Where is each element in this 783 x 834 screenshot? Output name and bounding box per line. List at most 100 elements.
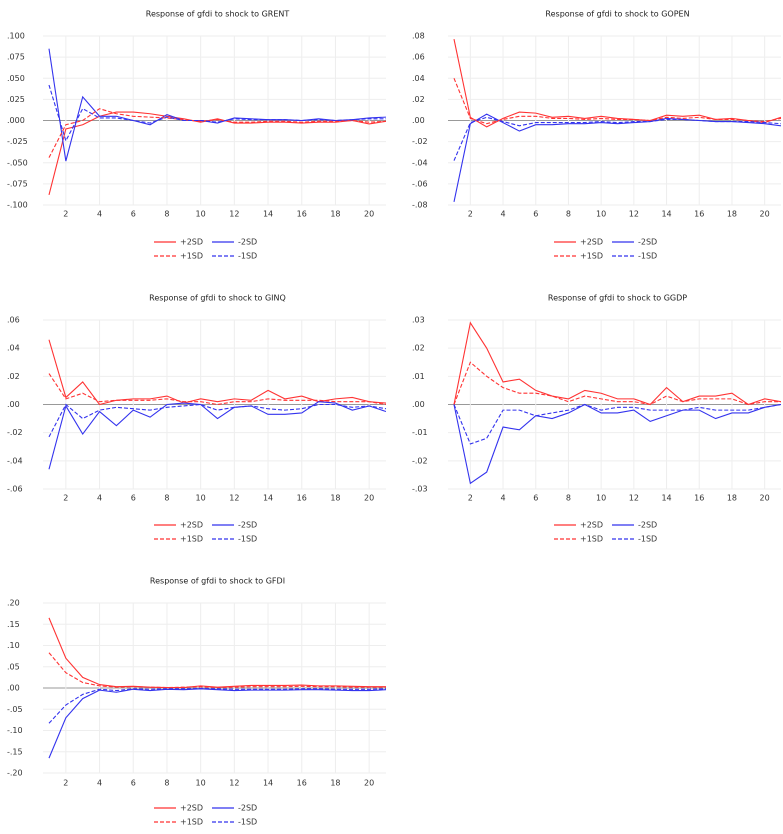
y-tick-label: .08 <box>412 32 425 41</box>
lines <box>48 48 386 195</box>
series-line <box>48 688 386 759</box>
x-tick-label: 14 <box>661 210 671 219</box>
lines <box>48 339 386 470</box>
x-tick-label: 14 <box>263 779 273 788</box>
legend-label: -2SD <box>638 238 657 247</box>
y-tick-label: -.04 <box>7 456 23 465</box>
y-tick-label: -.20 <box>7 769 23 778</box>
chart-panel: Response of gfdi to shock to GFDI .20 .15.… <box>7 577 386 827</box>
y-tick-label: -.025 <box>7 137 28 146</box>
series-line <box>48 111 386 195</box>
y-tick-label: .00 <box>412 116 425 125</box>
y-tick-label: .15 <box>7 620 20 629</box>
x-tick-label: 16 <box>297 494 307 503</box>
series-line <box>453 116 781 161</box>
x-tick-label: 12 <box>629 494 639 503</box>
y-tick-label: .06 <box>412 53 425 62</box>
x-tick-label: 18 <box>330 494 340 503</box>
x-tick-label: 12 <box>229 210 239 219</box>
legend-label: +1SD <box>580 535 603 544</box>
x-tick-label: 12 <box>229 779 239 788</box>
x-tick-label: 2 <box>468 494 473 503</box>
y-tick-label: .04 <box>7 344 20 353</box>
x-tick-label: 8 <box>164 494 169 503</box>
x-tick-label: 18 <box>330 779 340 788</box>
x-tick-label: 10 <box>196 210 206 219</box>
legend-label: -1SD <box>638 535 657 544</box>
series-line <box>453 321 781 406</box>
lines <box>453 39 781 202</box>
y-tick-label: -.02 <box>7 428 23 437</box>
x-tick-label: 12 <box>229 494 239 503</box>
x-tick-label: 20 <box>364 779 374 788</box>
x-tick-label: 16 <box>694 210 704 219</box>
y-tick-label: .20 <box>7 599 20 608</box>
legend-label: +1SD <box>580 252 603 261</box>
x-tick-label: 4 <box>501 494 506 503</box>
x-tick-label: 6 <box>131 779 136 788</box>
legend-label: +2SD <box>180 521 203 530</box>
y-tick-label: -.06 <box>412 179 428 188</box>
chart-panel: Response of gfdi to shock to GOPEN .08 .06… <box>412 10 781 261</box>
lines <box>48 617 386 759</box>
legend-label: -1SD <box>238 252 257 261</box>
series-line <box>48 401 386 470</box>
legend-label: -1SD <box>638 252 657 261</box>
x-tick-label: 8 <box>164 210 169 219</box>
x-tick-label: 14 <box>263 210 273 219</box>
chart-panel: Response of gfdi to shock to GINQ .06 .04.… <box>7 294 386 544</box>
y-tick-label: .025 <box>7 95 25 104</box>
x-tick-label: 18 <box>330 210 340 219</box>
x-tick-label: 8 <box>566 210 571 219</box>
y-tick-label: -.06 <box>7 485 23 494</box>
y-tick-label: -.15 <box>7 747 23 756</box>
x-tick-label: 4 <box>97 210 102 219</box>
x-tick-label: 20 <box>760 210 770 219</box>
legend-label: +2SD <box>180 804 203 813</box>
y-tick-label: .10 <box>7 641 20 650</box>
y-tick-label: -.075 <box>7 179 28 188</box>
series-line <box>453 403 781 485</box>
chart-title: Response of gfdi to shock to GGDP <box>548 294 687 303</box>
series-line <box>48 687 386 724</box>
x-tick-label: 20 <box>760 494 770 503</box>
y-tick-label: -.02 <box>412 456 428 465</box>
x-tick-label: 6 <box>533 494 538 503</box>
y-tick-label: .06 <box>7 316 20 325</box>
x-tick-label: 18 <box>727 210 737 219</box>
y-tick-label: .05 <box>7 662 20 671</box>
y-tick-label: .050 <box>7 74 25 83</box>
y-tick-label: .000 <box>7 116 25 125</box>
y-tick-label: .00 <box>7 684 20 693</box>
legend-label: +2SD <box>580 521 603 530</box>
legend-label: -2SD <box>238 238 257 247</box>
x-tick-label: 6 <box>533 210 538 219</box>
x-tick-label: 16 <box>694 494 704 503</box>
x-tick-label: 6 <box>131 210 136 219</box>
x-tick-label: 2 <box>468 210 473 219</box>
y-tick-label: -.08 <box>412 201 428 210</box>
x-tick-label: 10 <box>596 494 606 503</box>
y-tick-label: .02 <box>412 95 425 104</box>
x-tick-label: 18 <box>727 494 737 503</box>
x-tick-label: 20 <box>364 210 374 219</box>
y-tick-label: .04 <box>412 74 425 83</box>
x-tick-label: 14 <box>263 494 273 503</box>
x-tick-label: 12 <box>629 210 639 219</box>
y-tick-label: .00 <box>7 400 20 409</box>
legend-label: +1SD <box>180 818 203 827</box>
y-tick-label: .100 <box>7 32 25 41</box>
x-tick-label: 10 <box>196 494 206 503</box>
x-tick-label: 4 <box>97 494 102 503</box>
chart-panel: Response of gfdi to shock to GGDP .03 .02.… <box>412 294 781 544</box>
y-tick-label: .00 <box>412 400 425 409</box>
x-tick-label: 10 <box>596 210 606 219</box>
y-tick-label: -.10 <box>7 726 23 735</box>
series-line <box>48 48 386 162</box>
x-tick-label: 2 <box>63 210 68 219</box>
legend-label: -2SD <box>238 521 257 530</box>
y-tick-label: -.050 <box>7 158 28 167</box>
y-tick-label: -.03 <box>412 485 428 494</box>
legend-label: +1SD <box>180 252 203 261</box>
